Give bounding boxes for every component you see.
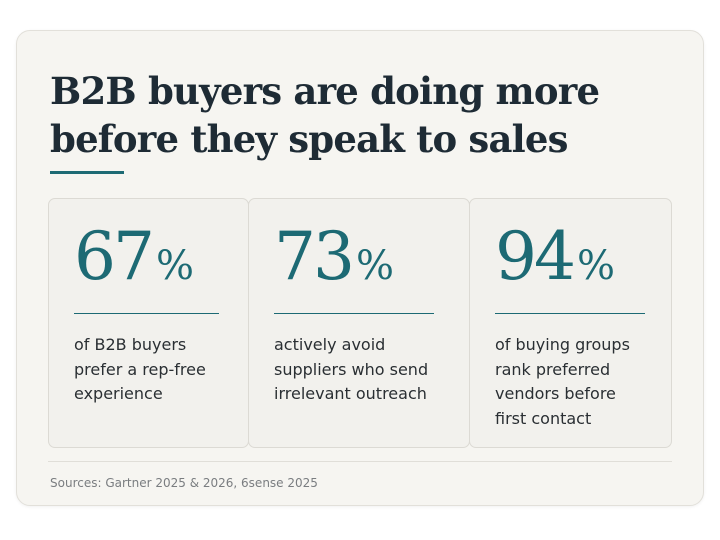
stat-card-avoid-outreach: 73% actively avoid suppliers who send ir… — [248, 198, 470, 448]
stat-number: 67 — [74, 218, 155, 295]
stat-description: of buying groups rank preferred vendors … — [495, 333, 665, 431]
stat-card-rep-free: 67% of B2B buyers prefer a rep-free expe… — [48, 198, 249, 448]
stat-number: 94 — [495, 218, 576, 295]
stat-card-preferred-vendors: 94% of buying groups rank preferred vend… — [469, 198, 672, 448]
stat-description-line: first contact — [495, 408, 592, 428]
headline-line-1: B2B buyers are doing more — [50, 69, 600, 113]
headline-accent-rule — [50, 171, 124, 174]
stat-unit: % — [155, 243, 194, 289]
stat-description-line: suppliers who send — [274, 359, 429, 379]
stat-description-line: rank preferred — [495, 359, 611, 379]
stat-description: actively avoid suppliers who send irrele… — [274, 333, 444, 407]
stat-description-line: of buying groups — [495, 335, 630, 354]
stat-value: 67% — [74, 217, 194, 297]
stat-description-line: prefer a rep-free — [74, 359, 206, 379]
stat-divider — [74, 313, 219, 314]
stat-description-line: actively avoid — [274, 335, 386, 354]
stat-divider — [274, 313, 434, 314]
stat-number: 73 — [274, 218, 355, 295]
stat-unit: % — [576, 243, 615, 289]
footer-divider — [48, 461, 672, 462]
stat-description-line: experience — [74, 384, 163, 403]
stat-divider — [495, 313, 645, 314]
headline-line-2: before they speak to sales — [50, 117, 568, 161]
stat-unit: % — [355, 243, 394, 289]
stat-description-line: of B2B buyers — [74, 335, 187, 354]
sources-note: Sources: Gartner 2025 & 2026, 6sense 202… — [50, 476, 318, 490]
stat-value: 94% — [495, 217, 615, 297]
stat-description: of B2B buyers prefer a rep-free experien… — [74, 333, 244, 407]
stats-row: 67% of B2B buyers prefer a rep-free expe… — [48, 198, 672, 448]
stat-value: 73% — [274, 217, 394, 297]
infographic-card: B2B buyers are doing more before they sp… — [16, 30, 704, 506]
headline: B2B buyers are doing more before they sp… — [50, 67, 670, 163]
stat-description-line: irrelevant outreach — [274, 384, 427, 403]
stat-description-line: vendors before — [495, 384, 616, 403]
